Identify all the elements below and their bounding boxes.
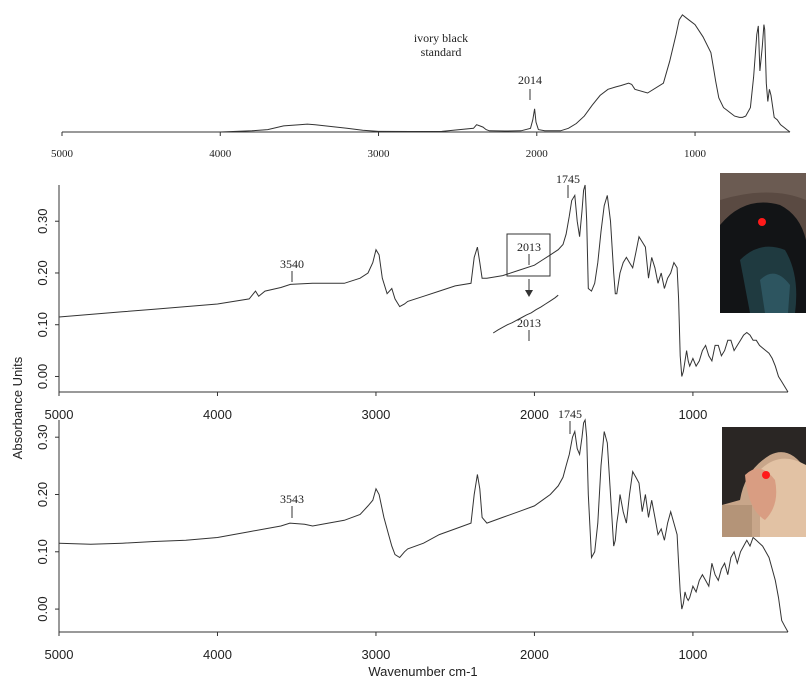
sample1-painting-thumbnail: [720, 173, 806, 313]
sample1-inset-label: 2013: [517, 316, 541, 330]
standard-peak-label: 2014: [518, 73, 542, 87]
x-tick-label: 4000: [203, 647, 232, 662]
x-tick-label: 5000: [51, 148, 74, 160]
sample2-sample-point: [762, 471, 770, 479]
sample1-zoom-box: [506, 233, 551, 277]
sample2-panel: 0.00 0.10 0.20 0.30 5000 4000 3000 2000 1000 35…: [35, 407, 806, 662]
sample2-spectrum-line: [58, 418, 789, 633]
standard-panel: 5000 4000 3000 2000 1000 ivory black standar…: [51, 14, 791, 160]
x-tick-label: 4000: [203, 407, 232, 422]
sample1-y-ticks: 0.00 0.10 0.20 0.30: [35, 209, 59, 389]
y-tick-label: 0.30: [35, 425, 50, 450]
x-tick-label: 1000: [678, 647, 707, 662]
y-tick-label: 0.20: [35, 260, 50, 285]
y-tick-label: 0.00: [35, 364, 50, 389]
sample1-sample-point: [758, 218, 766, 226]
sample1-panel: 0.00 0.10 0.20 0.30 5000 4000 3000 2000 1000 35…: [35, 172, 806, 422]
y-tick-label: 0.10: [35, 539, 50, 564]
sample1-inset-curve: [492, 294, 559, 334]
x-tick-label: 5000: [45, 407, 74, 422]
x-tick-label: 3000: [361, 407, 390, 422]
x-tick-label: 4000: [209, 148, 232, 160]
standard-x-ticks: 5000 4000 3000 2000 1000: [51, 132, 707, 160]
x-tick-label: 3000: [368, 148, 391, 160]
sample1-peak-1745: 1745: [556, 172, 580, 186]
sample1-spectrum-line: [58, 184, 789, 393]
sample1-x-ticks: 5000 4000 3000 2000 1000: [45, 392, 707, 422]
x-axis-title: Wavenumber cm-1: [368, 664, 477, 679]
y-tick-label: 0.10: [35, 312, 50, 337]
sample1-peak-3540: 3540: [280, 257, 304, 271]
sample2-peak-3543: 3543: [280, 492, 304, 506]
x-tick-label: 1000: [684, 148, 707, 160]
x-tick-label: 2000: [520, 407, 549, 422]
x-tick-label: 5000: [45, 647, 74, 662]
x-tick-label: 2000: [520, 647, 549, 662]
sample2-peak-1745: 1745: [558, 407, 582, 421]
standard-label-line1: ivory black: [414, 31, 468, 45]
y-tick-label: 0.00: [35, 596, 50, 621]
standard-spectrum-line: [62, 14, 791, 133]
sample1-zoom-arrowhead: [525, 290, 533, 297]
x-tick-label: 2000: [526, 148, 549, 160]
sample2-y-ticks: 0.00 0.10 0.20 0.30: [35, 425, 59, 622]
standard-label-line2: standard: [421, 45, 462, 59]
sample1-box-label: 2013: [517, 240, 541, 254]
sample2-painting-thumbnail: [722, 427, 806, 537]
x-tick-label: 3000: [361, 647, 390, 662]
sample2-x-ticks: 5000 4000 3000 2000 1000: [45, 632, 707, 662]
x-tick-label: 1000: [678, 407, 707, 422]
y-tick-label: 0.30: [35, 209, 50, 234]
y-tick-label: 0.20: [35, 482, 50, 507]
y-axis-title: Absorbance Units: [10, 356, 25, 459]
